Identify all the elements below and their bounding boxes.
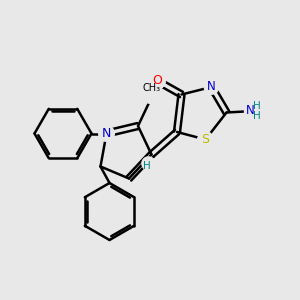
Circle shape xyxy=(150,73,165,89)
Text: H: H xyxy=(143,161,151,171)
Circle shape xyxy=(244,98,272,124)
Text: N: N xyxy=(246,104,255,118)
Circle shape xyxy=(141,82,162,103)
Text: O: O xyxy=(153,74,162,88)
Circle shape xyxy=(99,126,114,141)
Text: N: N xyxy=(207,80,216,94)
Text: H: H xyxy=(253,100,261,111)
Circle shape xyxy=(142,157,155,170)
Circle shape xyxy=(198,132,213,147)
Text: H: H xyxy=(253,111,261,122)
Text: CH₃: CH₃ xyxy=(142,83,160,93)
Circle shape xyxy=(204,80,219,94)
Text: S: S xyxy=(202,133,209,146)
Text: N: N xyxy=(102,127,111,140)
